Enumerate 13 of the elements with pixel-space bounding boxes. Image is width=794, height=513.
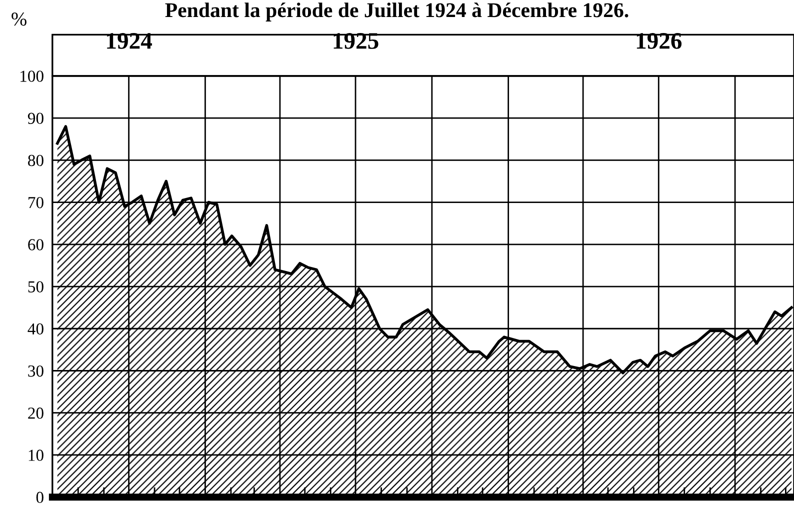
- y-tick-label: 60: [28, 239, 44, 250]
- y-tick-label: 70: [28, 196, 44, 208]
- y-tick-label: 10: [28, 450, 44, 461]
- y-tick-label: 100: [20, 70, 44, 82]
- y-tick-label: 20: [28, 408, 44, 419]
- y-tick-label: 80: [28, 154, 44, 166]
- chart-title: Pendant la période de Juillet 1924 à Décembre 1926.: [165, 2, 628, 22]
- y-tick-label: 0: [36, 492, 44, 504]
- y-tick-label: 50: [28, 281, 44, 292]
- y-axis-title: %: [12, 12, 26, 26]
- y-tick-label: 40: [28, 323, 44, 335]
- y-tick-label: 90: [28, 112, 44, 124]
- y-tick-label: 30: [28, 365, 44, 377]
